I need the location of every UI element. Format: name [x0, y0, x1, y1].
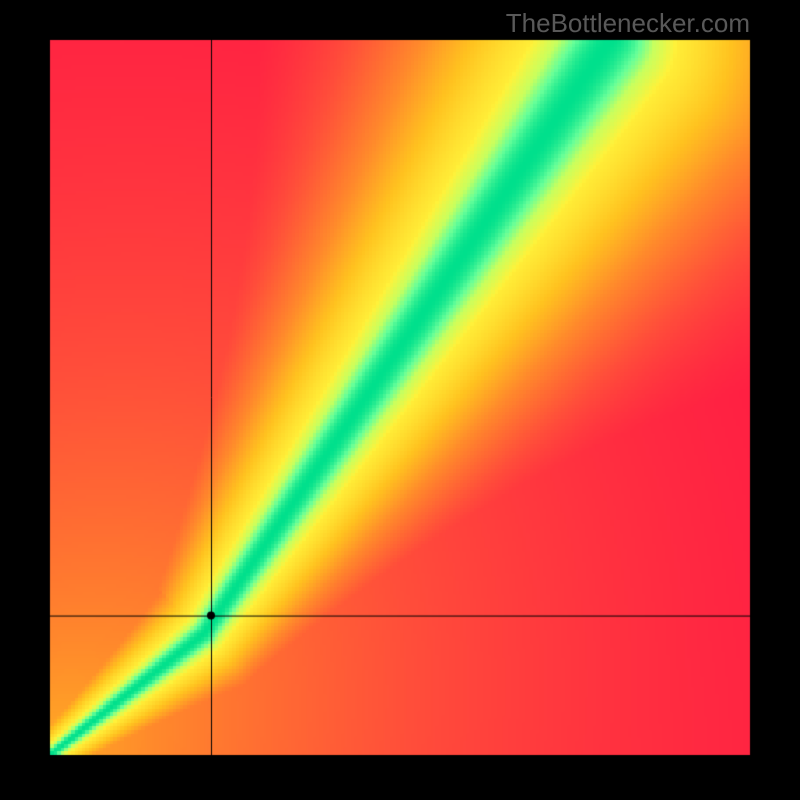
chart-container: TheBottlenecker.com	[0, 0, 800, 800]
bottleneck-heatmap	[0, 0, 800, 800]
